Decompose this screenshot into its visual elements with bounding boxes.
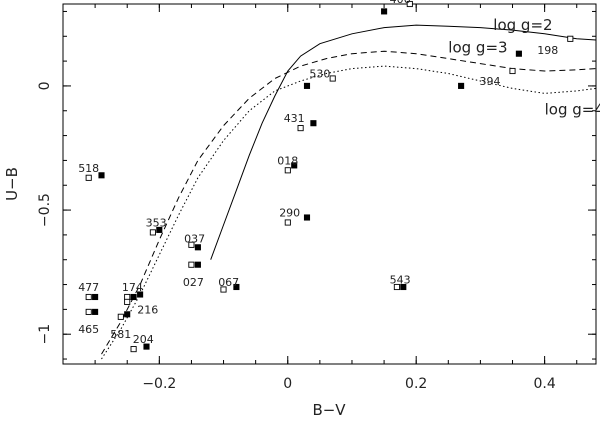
- open-square-point: [149, 229, 156, 236]
- curve-label: log g=3: [448, 38, 507, 56]
- axis-tick-labels: −0.2 0 0.2 0.4 0 −0.5 −1: [37, 81, 556, 392]
- filled-square-point: [194, 261, 201, 268]
- open-square-point: [393, 283, 400, 291]
- point-label: 581: [110, 328, 131, 341]
- y-tick-label: 0: [37, 81, 53, 90]
- open-square-point: [329, 75, 336, 82]
- filled-square-point: [137, 291, 144, 298]
- filled-square-point: [92, 308, 99, 315]
- x-tick-label: 0.4: [533, 376, 555, 392]
- filled-square-point: [303, 214, 311, 221]
- curve-label: log g=2: [493, 16, 552, 34]
- filled-square-point: [515, 50, 522, 57]
- point-label: 543: [390, 274, 411, 287]
- point-label: 406: [390, 0, 411, 6]
- curve-dotted: [101, 65, 597, 360]
- open-square-point: [117, 313, 124, 320]
- point-label: 394: [480, 75, 501, 88]
- open-square-point: [406, 0, 413, 8]
- open-square-point: [85, 293, 92, 301]
- x-tick-label: 0.2: [405, 376, 427, 392]
- filled-square-point: [124, 311, 131, 318]
- filled-square-point: [291, 162, 298, 169]
- open-square-point: [130, 346, 137, 353]
- open-square-point: [124, 298, 131, 305]
- y-tick-label: −1: [37, 324, 53, 345]
- open-square-point: [188, 261, 195, 268]
- point-label: 027: [183, 276, 204, 289]
- open-square-point: [220, 286, 227, 293]
- x-axis-label: B−V: [312, 401, 346, 419]
- filled-square-point: [92, 293, 99, 301]
- point-label: 290: [279, 207, 300, 220]
- filled-square-point: [310, 120, 317, 127]
- curve-labels: log g=2 log g=3 log g=4: [448, 16, 600, 118]
- curve-solid: [210, 24, 597, 260]
- gravity-curves: [101, 24, 597, 360]
- filled-square-point: [143, 343, 150, 350]
- point-label: 174: [122, 281, 143, 294]
- axis-ticks: [63, 4, 596, 364]
- data-points: [85, 0, 574, 353]
- filled-square-point: [233, 283, 240, 291]
- curve-dashed: [101, 50, 597, 355]
- y-tick-label: −0.5: [37, 193, 53, 227]
- filled-square-point: [98, 172, 105, 179]
- point-label: 067: [218, 276, 239, 289]
- open-square-point: [284, 167, 291, 174]
- filled-square-point: [194, 244, 201, 251]
- point-label: 018: [277, 154, 298, 167]
- point-labels: 518 406 198 530 394 431 018 353 037 290 027 067 543 4…: [78, 0, 558, 346]
- point-label: 353: [146, 217, 167, 230]
- point-label: 216: [137, 303, 158, 316]
- filled-square-point: [130, 293, 137, 301]
- open-square-point: [188, 241, 195, 248]
- point-label: 431: [284, 112, 305, 125]
- curve-label: log g=4: [545, 101, 600, 119]
- open-square-point: [85, 174, 92, 181]
- point-label: 530: [309, 68, 330, 81]
- filled-square-point: [156, 226, 163, 233]
- x-tick-label: 0: [283, 376, 292, 392]
- open-square-point: [509, 67, 516, 75]
- point-label: 518: [78, 162, 99, 175]
- filled-square-point: [458, 82, 465, 89]
- filled-square-point: [400, 283, 407, 291]
- filled-square-point: [303, 82, 311, 89]
- y-axis-label: U−B: [3, 167, 21, 201]
- x-tick-label: −0.2: [142, 376, 176, 392]
- point-label: 204: [133, 333, 154, 346]
- open-square-point: [284, 219, 291, 226]
- point-label: 465: [78, 323, 99, 336]
- open-square-point: [297, 125, 304, 132]
- filled-square-point: [381, 8, 388, 15]
- open-square-point: [124, 293, 131, 301]
- point-label: 037: [184, 233, 205, 246]
- plot-frame: [62, 3, 597, 365]
- point-label: 198: [537, 44, 558, 57]
- open-square-point: [567, 35, 574, 42]
- open-square-point: [85, 308, 92, 315]
- point-label: 477: [78, 281, 99, 294]
